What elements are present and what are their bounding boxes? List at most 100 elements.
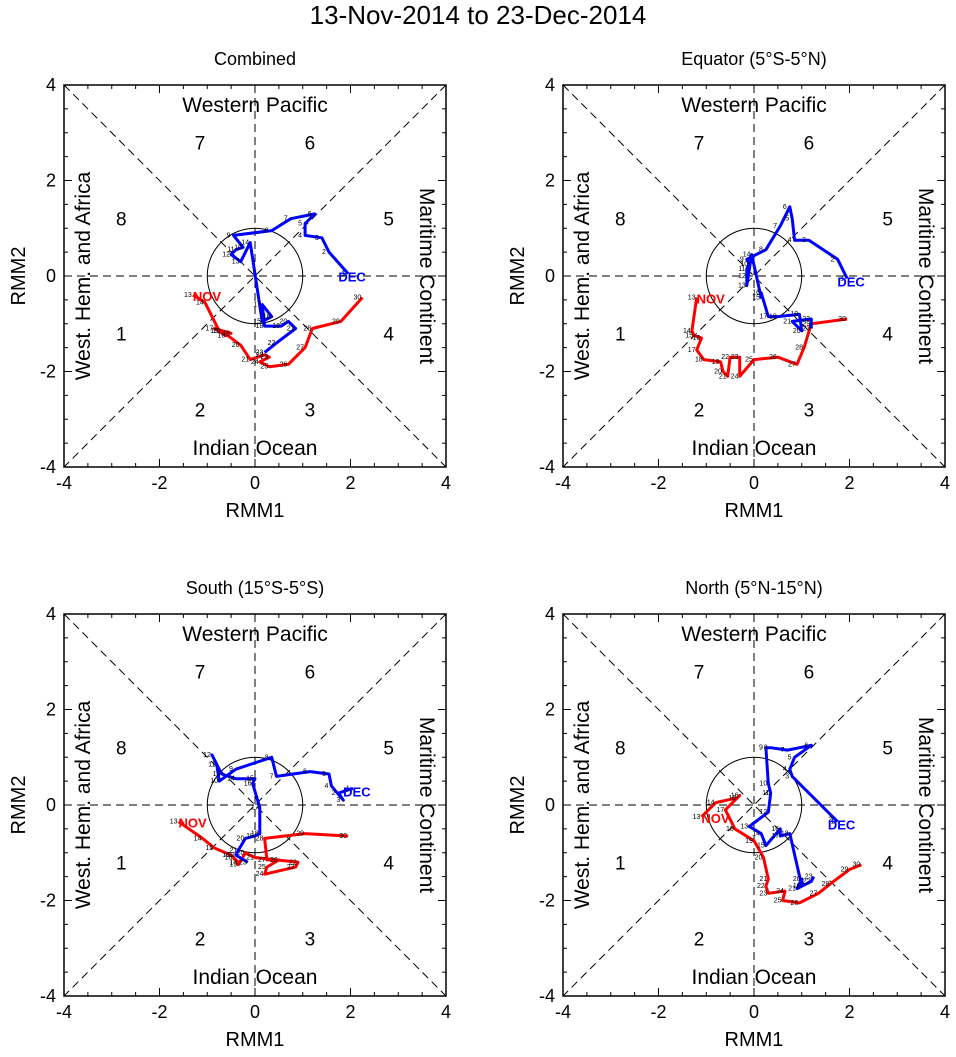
day-label: 17 [229, 859, 237, 866]
phase-number: 5 [882, 739, 893, 760]
month-label-dec: DEC [837, 274, 865, 289]
day-label: 2 [831, 256, 835, 263]
day-label: 15 [752, 294, 760, 301]
day-label: 17 [206, 326, 214, 333]
day-label: 14 [196, 299, 204, 306]
day-label: 11 [208, 761, 215, 768]
day-label: 29 [332, 318, 340, 325]
day-label: 20 [755, 855, 763, 862]
x-tick-label: -2 [151, 1002, 167, 1022]
day-label: 15 [246, 776, 254, 783]
day-label: 13 [740, 823, 748, 830]
y-tick-label: -2 [539, 362, 555, 382]
day-label: 16 [217, 333, 225, 340]
phase-number: 2 [195, 930, 206, 951]
day-label: 17 [253, 302, 261, 309]
day-label: 22 [757, 883, 765, 890]
region-label-top: Western Pacific [182, 623, 328, 646]
phase-number: 8 [116, 210, 127, 231]
x-axis-label: RMM1 [226, 1029, 285, 1051]
day-label: 18 [256, 323, 264, 330]
day-label: 22 [256, 352, 264, 359]
day-label: 28 [795, 345, 803, 352]
day-label: 28 [303, 326, 311, 333]
y-tick-label: 2 [545, 171, 555, 191]
y-tick-label: -4 [40, 986, 56, 1006]
x-tick-label: 2 [844, 473, 854, 493]
day-label: 20 [237, 850, 245, 857]
day-label: 1 [346, 785, 350, 792]
x-tick-label: -4 [56, 1002, 72, 1022]
day-label: 27 [788, 361, 796, 368]
day-label: 23 [805, 874, 813, 881]
day-label: 12 [759, 809, 767, 816]
day-label: 6 [783, 204, 787, 211]
day-label: 23 [239, 859, 247, 866]
day-label: 15 [728, 795, 736, 802]
x-tick-label: -4 [56, 473, 72, 493]
x-tick-label: 2 [345, 1002, 355, 1022]
phase-number: 6 [804, 662, 815, 683]
day-label: 18 [726, 826, 734, 833]
day-label: 7 [284, 216, 288, 223]
trajectory-dec [747, 743, 839, 891]
day-label: 4 [788, 237, 792, 244]
day-label: 24 [731, 373, 739, 380]
day-label: 11 [227, 247, 234, 254]
day-label: 19 [790, 311, 798, 318]
x-tick-label: -2 [650, 473, 666, 493]
day-label: 19 [793, 883, 801, 890]
day-label: 22 [802, 878, 810, 885]
day-label: 26 [280, 361, 288, 368]
day-label: 16 [731, 792, 739, 799]
day-label: 25 [745, 357, 753, 364]
day-label: 6 [303, 769, 307, 776]
day-label: 11 [762, 790, 769, 797]
x-tick-label: -2 [650, 1002, 666, 1022]
day-label: 10 [210, 778, 218, 785]
day-label: 21 [241, 357, 249, 364]
region-label-left: West. Hem. and Africa [571, 171, 594, 380]
day-label: 7 [773, 223, 777, 230]
day-label: 23 [802, 326, 810, 333]
day-label: 28 [822, 881, 830, 888]
day-label: 21 [759, 876, 767, 883]
day-label: 5 [322, 771, 326, 778]
region-label-right: Maritime Continent [914, 188, 937, 364]
day-label: 26 [769, 354, 777, 361]
trajectory-dec [210, 753, 354, 864]
phase-number: 5 [882, 210, 893, 231]
x-tick-label: 0 [250, 473, 260, 493]
day-label: 22 [289, 859, 297, 866]
y-axis-label: RMM2 [507, 776, 529, 835]
month-label-dec: DEC [343, 784, 371, 799]
day-label: 17 [251, 804, 259, 811]
day-label: 20 [232, 342, 240, 349]
day-label: 11 [738, 266, 745, 273]
phase-panel-2: Equator (5°S-5°N)-4-4-2-2002244RMM1RMM2W… [507, 49, 950, 522]
y-tick-label: -2 [40, 891, 56, 911]
day-label: 19 [229, 862, 237, 869]
x-tick-label: 4 [441, 1002, 451, 1022]
y-tick-label: 0 [46, 795, 56, 815]
day-label: 29 [802, 321, 810, 328]
y-tick-label: 4 [545, 75, 555, 95]
day-label: 18 [251, 831, 259, 838]
day-label: 6 [308, 211, 312, 218]
day-label: 9 [229, 766, 233, 773]
day-label: 27 [296, 345, 304, 352]
day-label: 18 [695, 357, 703, 364]
day-label: 13 [693, 814, 701, 821]
day-label: 13 [738, 283, 746, 290]
month-label-nov: NOV [701, 811, 730, 826]
phase-number: 4 [383, 853, 394, 874]
phase-number: 5 [383, 210, 394, 231]
day-label: 3 [315, 235, 319, 242]
y-tick-label: 0 [545, 266, 555, 286]
day-label: 12 [738, 273, 746, 280]
day-label: 7 [780, 747, 784, 754]
day-label: 17 [771, 833, 779, 840]
day-label: 10 [759, 781, 767, 788]
x-tick-label: 0 [250, 1002, 260, 1022]
